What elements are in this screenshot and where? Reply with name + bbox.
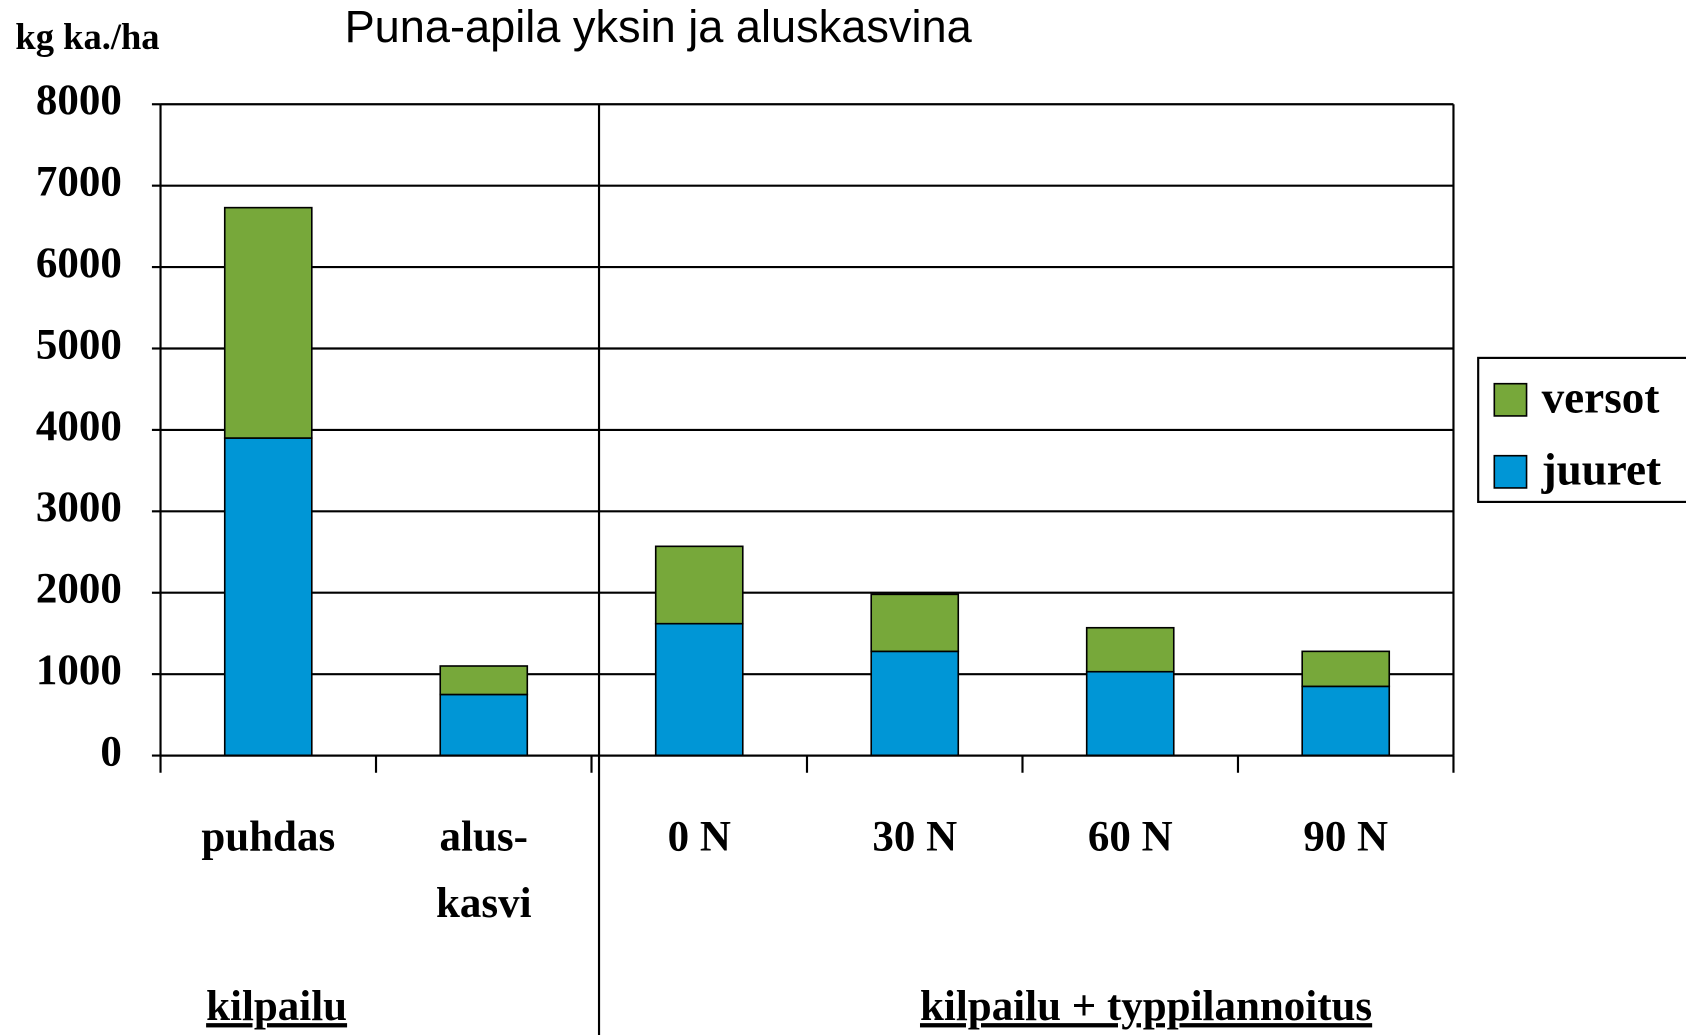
- bar-segment: [654, 545, 744, 625]
- y-tick-label: 8000: [36, 77, 122, 124]
- legend-label: juuret: [1541, 444, 1662, 494]
- group-label: kilpailu + typpilannoitus: [920, 983, 1372, 1030]
- x-tick-label: 90 N: [1303, 813, 1388, 860]
- bar-segment: [654, 622, 744, 757]
- y-tick-label: 3000: [36, 484, 122, 531]
- legend-swatch: [1493, 454, 1528, 489]
- y-tick-label: 5000: [36, 321, 122, 368]
- bar-segment: [223, 206, 313, 439]
- bar-segment: [1301, 650, 1391, 688]
- legend-label: versot: [1542, 372, 1660, 422]
- bar-segment: [439, 665, 529, 696]
- y-axis-label: kg ka./ha: [15, 16, 159, 57]
- group-label: kilpailu: [206, 983, 347, 1030]
- x-tick-label: 60 N: [1088, 813, 1173, 860]
- y-tick-label: 7000: [36, 159, 122, 206]
- x-tick-label: 30 N: [872, 813, 957, 860]
- bar-segment: [1085, 670, 1175, 757]
- bar-segment: [870, 593, 960, 653]
- y-tick-label: 2000: [36, 566, 122, 613]
- x-tick-label: 0 N: [668, 813, 731, 860]
- chart-title: Puna-apila yksin ja aluskasvina: [345, 1, 973, 52]
- y-tick-label: 6000: [36, 240, 122, 287]
- y-tick-label: 0: [100, 728, 122, 775]
- bar-segment: [223, 437, 313, 757]
- x-tick-label: puhdas: [201, 813, 335, 860]
- bar-segment: [1301, 685, 1391, 757]
- y-tick-label: 4000: [36, 403, 122, 450]
- y-tick-label: 1000: [36, 647, 122, 694]
- bar-segment: [1085, 626, 1175, 673]
- bar-segment: [870, 650, 960, 757]
- legend-swatch: [1493, 382, 1528, 417]
- bar-segment: [439, 693, 529, 757]
- x-tick-label: alus-kasvi: [436, 813, 532, 927]
